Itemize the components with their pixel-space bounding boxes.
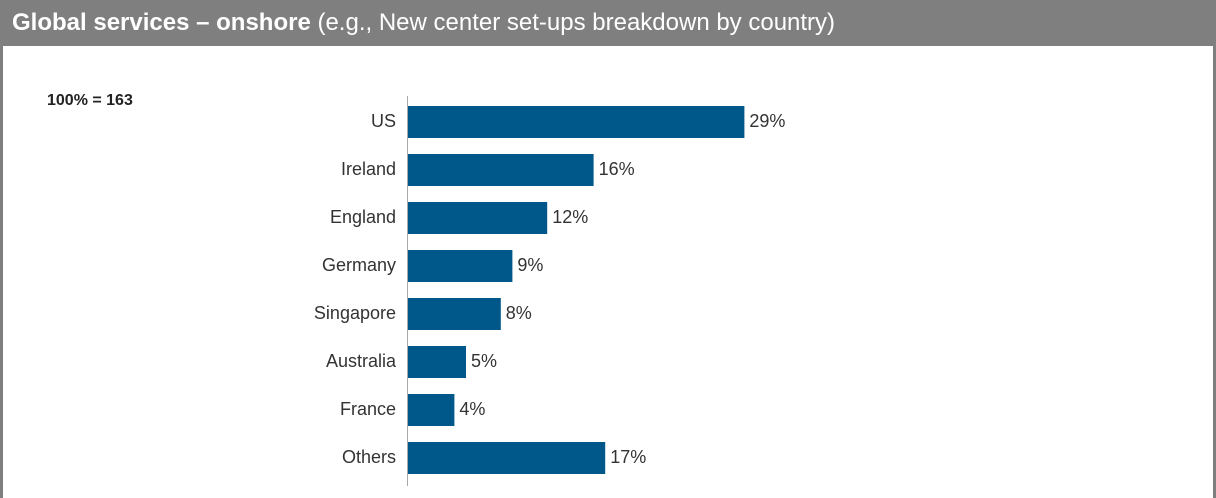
bar	[408, 202, 548, 234]
category-label: Ireland	[341, 159, 396, 179]
bar	[408, 154, 594, 186]
bar	[408, 346, 466, 378]
category-label: Others	[342, 447, 396, 467]
category-label: Singapore	[314, 303, 396, 323]
value-label: 4%	[459, 399, 485, 419]
bar	[408, 106, 745, 138]
chart-title: Global services – onshore	[12, 9, 311, 36]
category-label: France	[340, 399, 396, 419]
total-annotation: 100% = 163	[47, 92, 133, 109]
chart-heading: Global services – onshore (e.g., New cen…	[12, 9, 835, 36]
category-label: Australia	[326, 351, 397, 371]
value-label: 17%	[610, 447, 646, 467]
value-label: 5%	[471, 351, 497, 371]
category-label: England	[330, 207, 396, 227]
title-banner	[0, 0, 1216, 46]
bar	[408, 298, 501, 330]
value-label: 29%	[749, 111, 785, 131]
bar	[408, 442, 606, 474]
value-label: 9%	[517, 255, 543, 275]
category-label: Germany	[322, 255, 396, 275]
value-label: 8%	[506, 303, 532, 323]
bar	[408, 250, 513, 282]
value-label: 16%	[599, 159, 635, 179]
value-label: 12%	[552, 207, 588, 227]
bar	[408, 394, 455, 426]
chart-subtitle: (e.g., New center set-ups breakdown by c…	[317, 9, 835, 36]
category-label: US	[371, 111, 396, 131]
